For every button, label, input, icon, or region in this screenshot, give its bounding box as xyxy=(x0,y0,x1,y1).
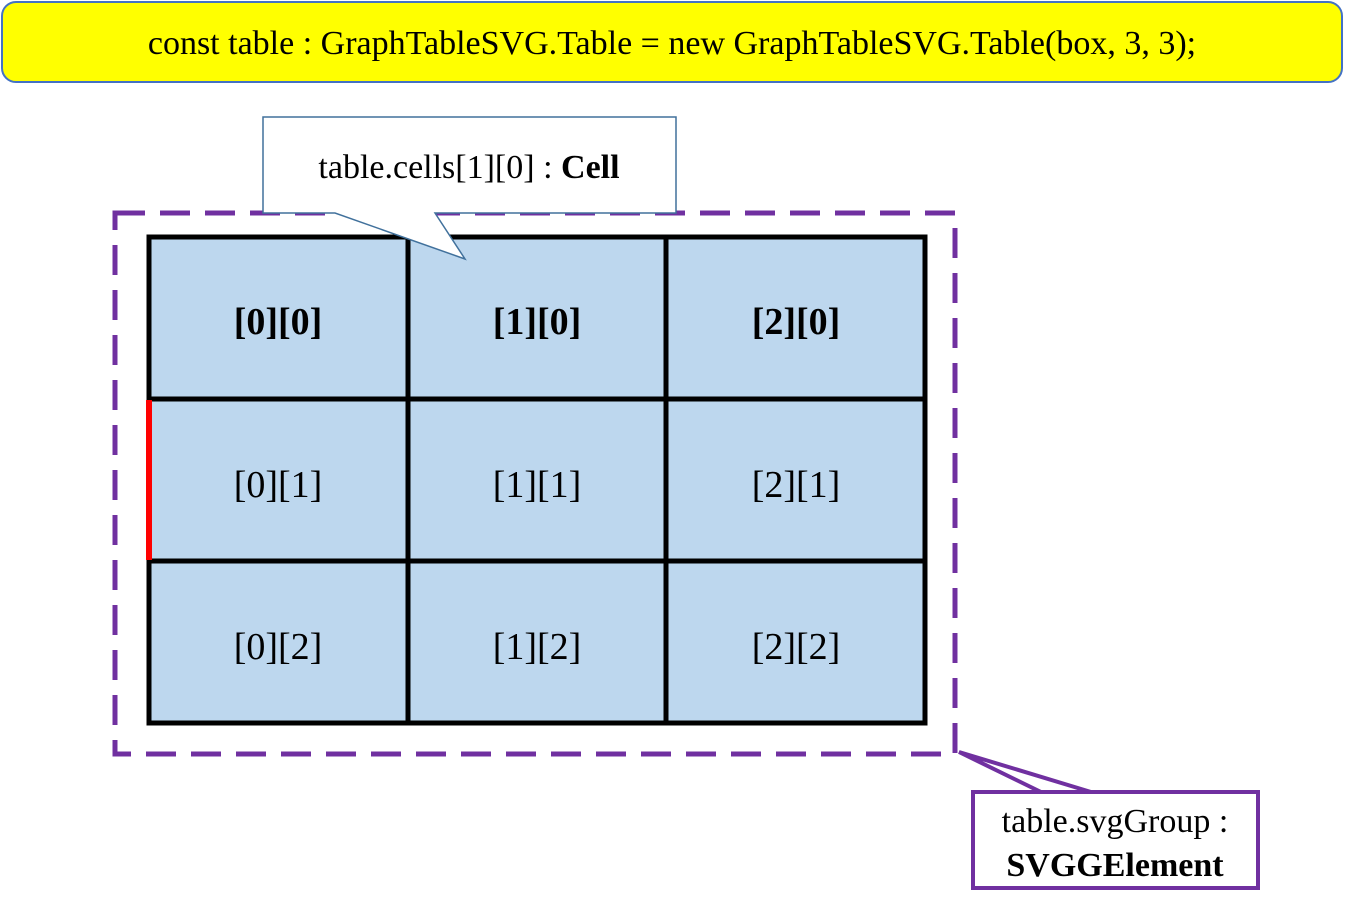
cell-callout-shape xyxy=(262,116,677,261)
cell-label-2-0: [2][0] xyxy=(752,301,841,343)
cell-callout: table.cells[1][0] : Cell xyxy=(262,116,677,261)
cell-label-0-0: [0][0] xyxy=(234,301,323,343)
cell-label-0-2: [0][2] xyxy=(234,626,323,668)
code-line: const table : GraphTableSVG.Table = new … xyxy=(148,25,1196,62)
table-background xyxy=(149,237,925,723)
svg-group-callout-line2: SVGGElement xyxy=(1006,847,1224,884)
cell-label-1-2: [1][2] xyxy=(493,626,582,668)
cell-callout-prefix: table.cells[1][0] : xyxy=(318,149,561,186)
code-box: const table : GraphTableSVG.Table = new … xyxy=(1,1,1343,83)
code-box-background xyxy=(1,1,1343,83)
cell-labels: [0][0] [1][0] [2][0] [0][1] [1][1] [2][1… xyxy=(234,301,841,668)
svg-group-callout-shape xyxy=(958,750,1260,890)
svg-group-callout-line1: table.svgGroup : xyxy=(1002,803,1229,840)
cell-label-1-0: [1][0] xyxy=(493,301,582,343)
cell-label-0-1: [0][1] xyxy=(234,464,323,506)
cell-callout-type: Cell xyxy=(561,149,620,186)
cell-callout-text: table.cells[1][0] : Cell xyxy=(318,149,619,186)
cell-label-2-2: [2][2] xyxy=(752,626,841,668)
cell-label-1-1: [1][1] xyxy=(493,464,582,506)
table-cells xyxy=(149,237,925,723)
cell-label-2-1: [2][1] xyxy=(752,464,841,506)
svg-group-callout: table.svgGroup : SVGGElement xyxy=(958,750,1260,890)
